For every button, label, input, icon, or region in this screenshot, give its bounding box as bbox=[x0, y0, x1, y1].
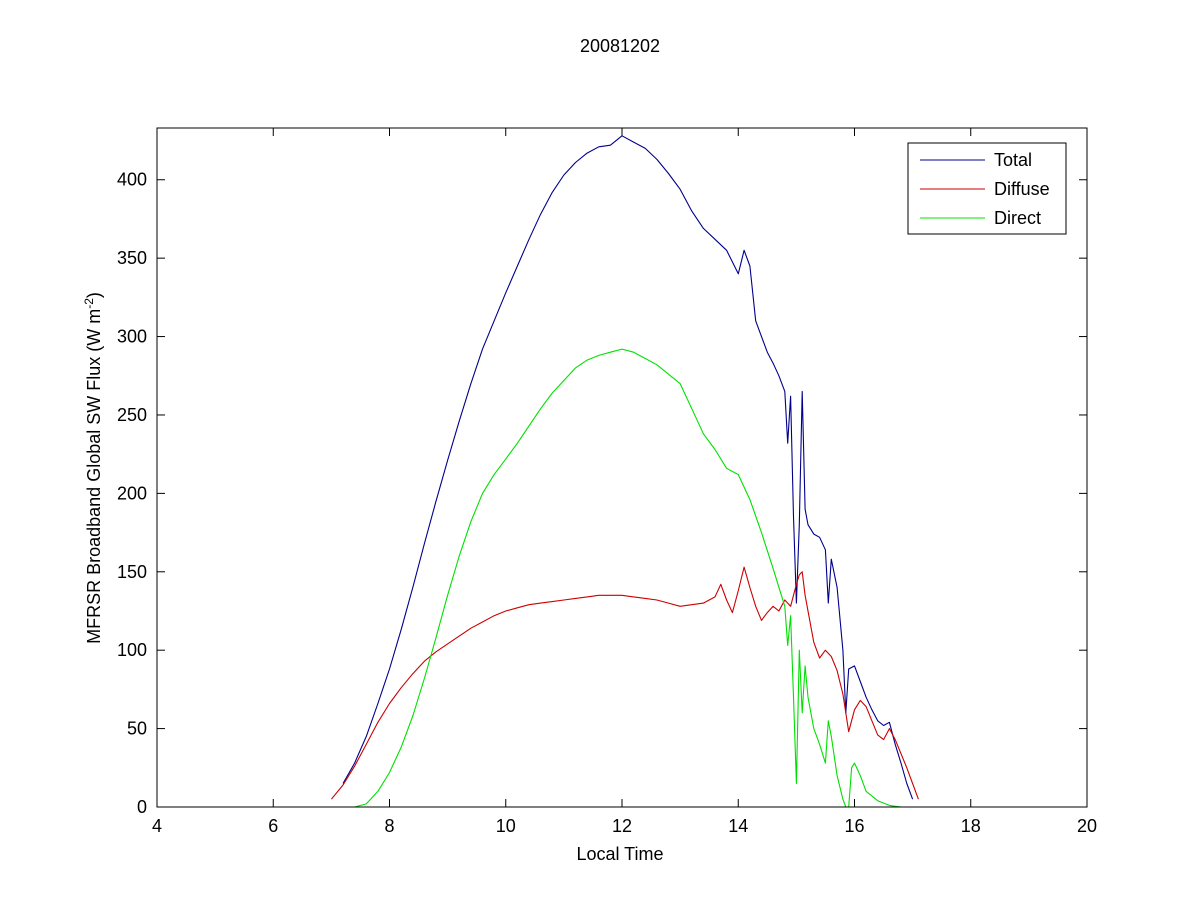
y-tick-label: 100 bbox=[117, 640, 147, 660]
x-tick-label: 18 bbox=[961, 816, 981, 836]
y-tick-label: 200 bbox=[117, 483, 147, 503]
series-layer bbox=[330, 135, 919, 808]
series-line-direct bbox=[354, 348, 913, 808]
x-tick-label: 4 bbox=[152, 816, 162, 836]
y-tick-label: 50 bbox=[127, 719, 147, 739]
x-tick-label: 20 bbox=[1077, 816, 1097, 836]
y-tick-label: 400 bbox=[117, 170, 147, 190]
x-tick-label: 6 bbox=[268, 816, 278, 836]
x-axis-label: Local Time bbox=[576, 844, 663, 864]
y-axis-label-close: ) bbox=[84, 292, 104, 298]
x-tick-label: 12 bbox=[612, 816, 632, 836]
y-tick-label: 150 bbox=[117, 562, 147, 582]
y-tick-label: 0 bbox=[137, 797, 147, 817]
y-tick-label: 350 bbox=[117, 248, 147, 268]
y-axis-label-superscript: -2 bbox=[82, 298, 96, 309]
series-line-diffuse bbox=[330, 566, 919, 800]
chart-title: 20081202 bbox=[580, 36, 660, 56]
y-axis-label-main: MFRSR Broadband Global SW Flux (W m bbox=[84, 309, 104, 644]
y-tick-label: 300 bbox=[117, 327, 147, 347]
legend-label-direct: Direct bbox=[994, 208, 1041, 228]
legend-label-diffuse: Diffuse bbox=[994, 179, 1050, 199]
legend-label-total: Total bbox=[994, 150, 1032, 170]
y-axis-label: MFRSR Broadband Global SW Flux (W m-2) bbox=[82, 292, 104, 644]
x-tick-label: 8 bbox=[384, 816, 394, 836]
x-tick-label: 10 bbox=[496, 816, 516, 836]
x-tick-label: 16 bbox=[844, 816, 864, 836]
x-tick-label: 14 bbox=[728, 816, 748, 836]
y-tick-label: 250 bbox=[117, 405, 147, 425]
legend: Total Diffuse Direct bbox=[907, 142, 1067, 235]
series-line-total bbox=[342, 135, 914, 800]
